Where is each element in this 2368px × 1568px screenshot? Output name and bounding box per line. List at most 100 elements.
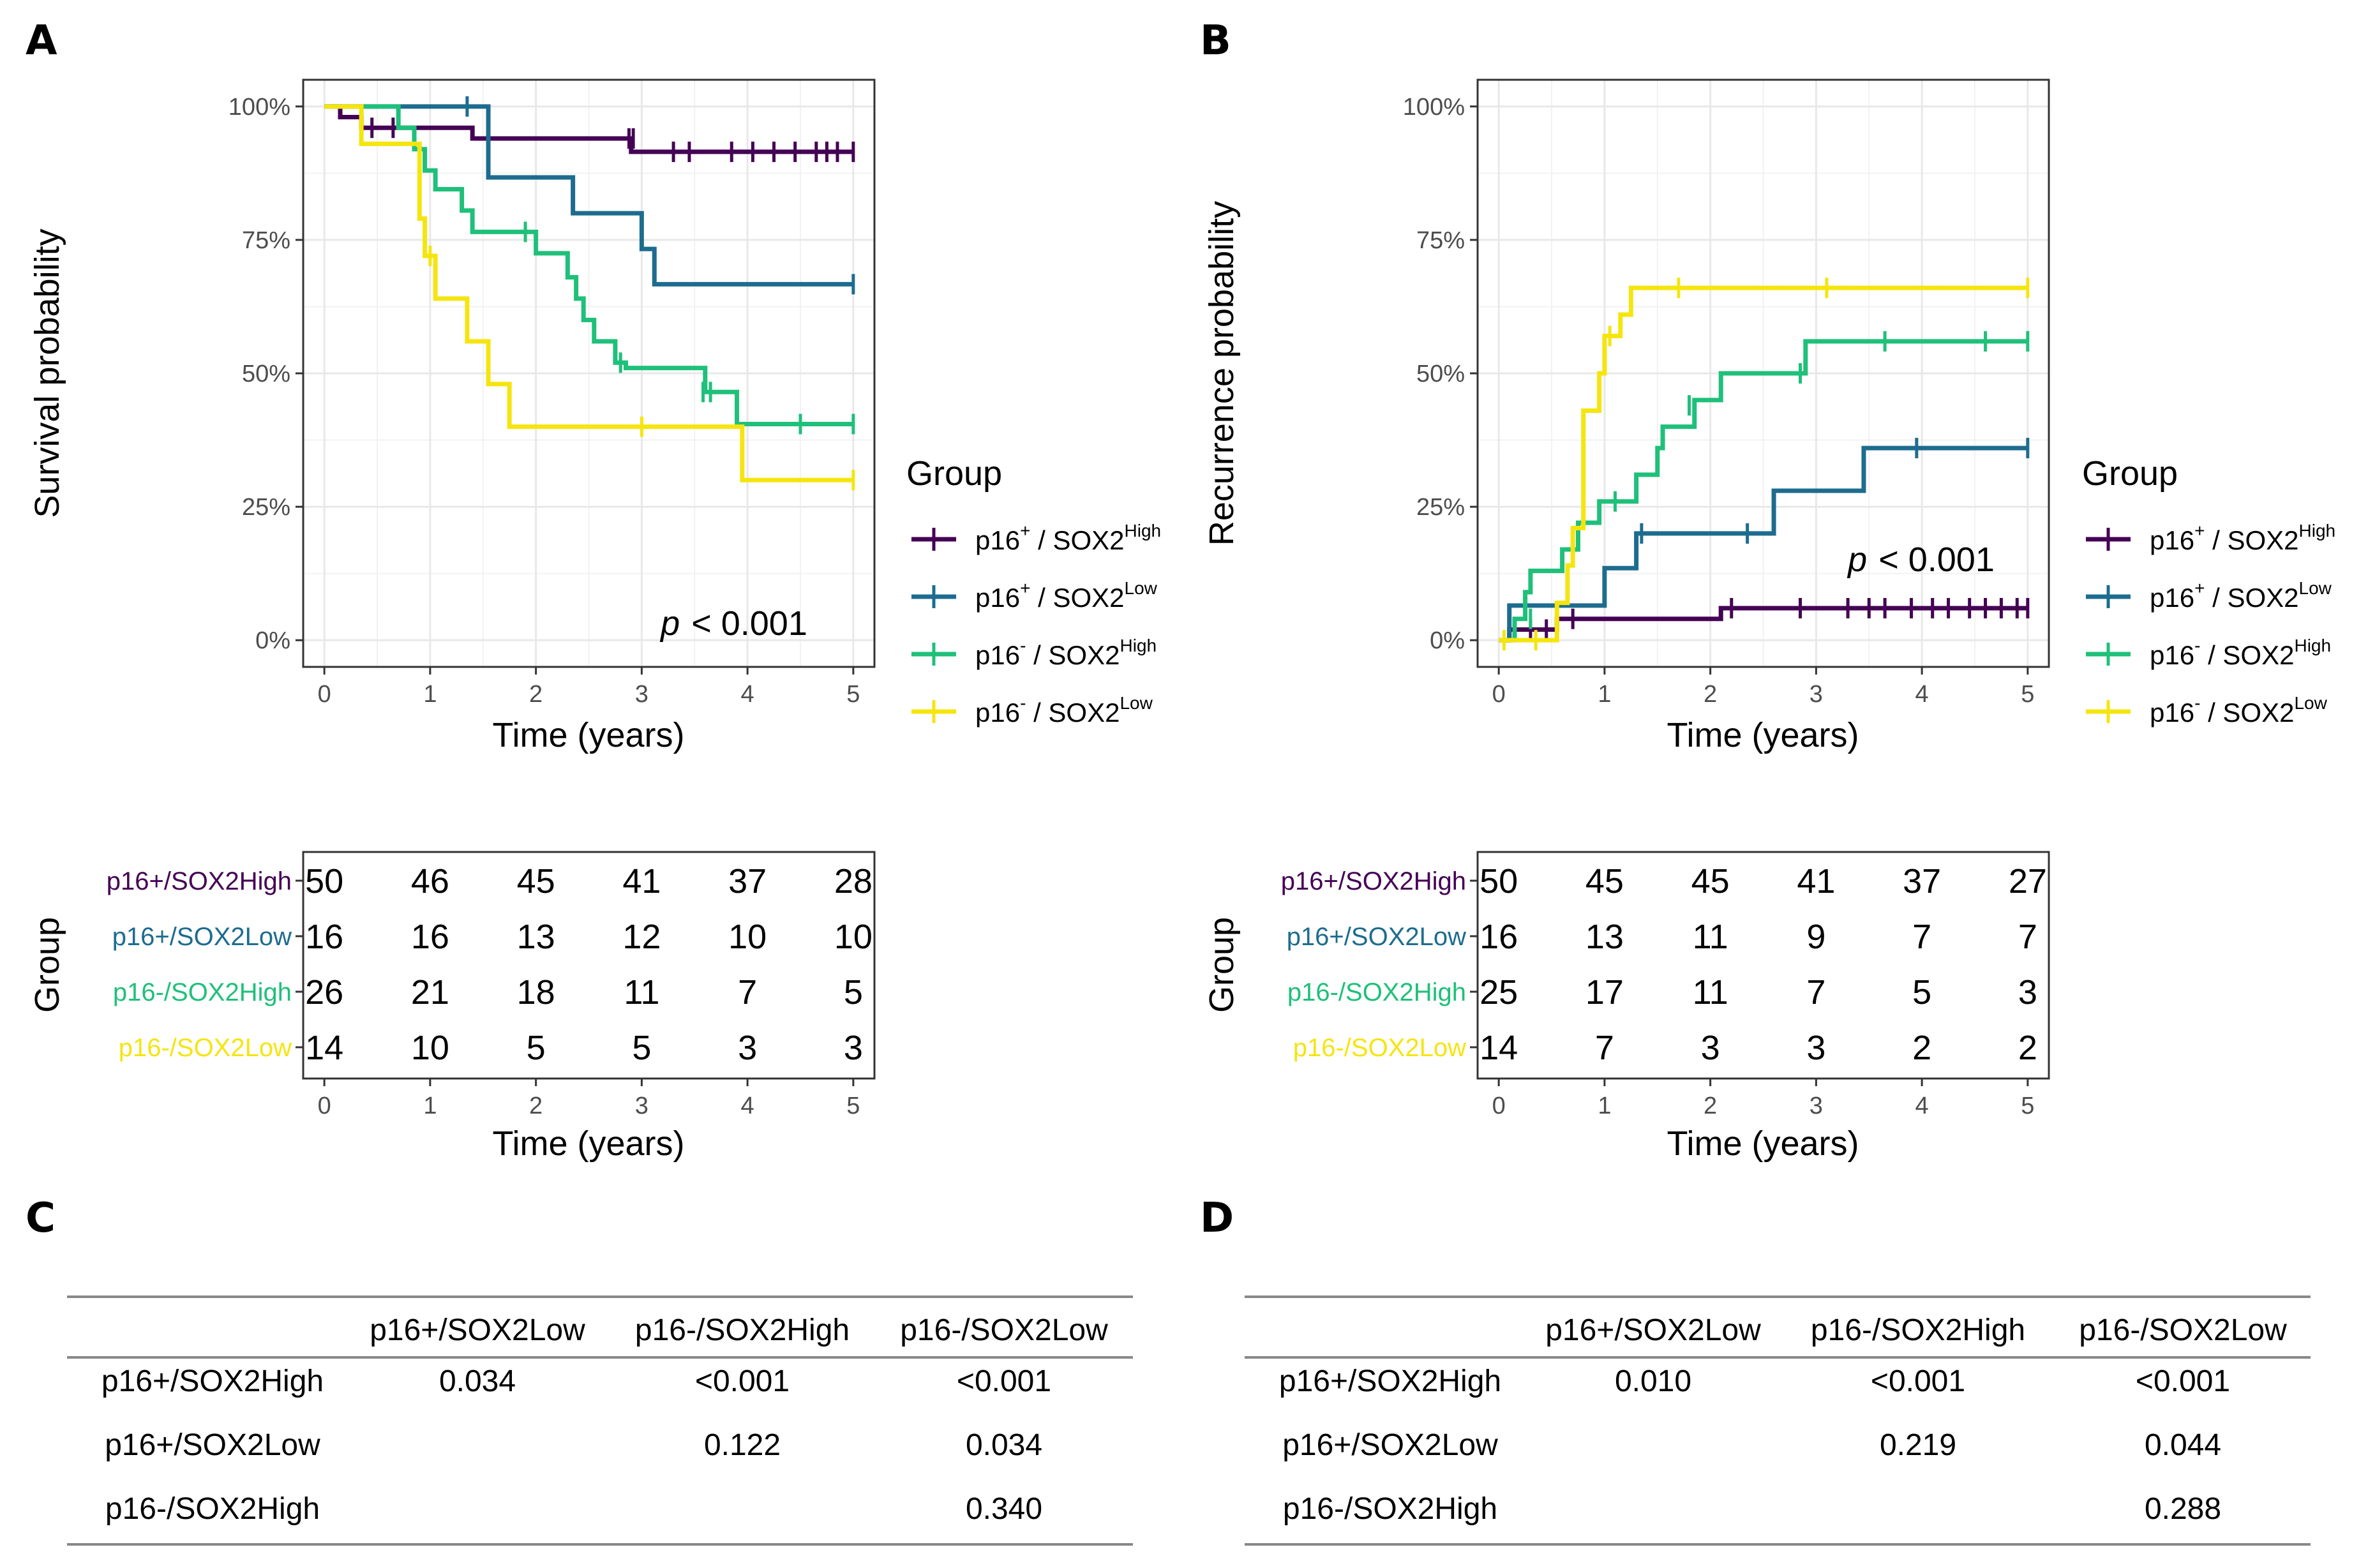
y-tick-label: 75% <box>242 227 290 254</box>
risk-x-tick-label: 2 <box>529 1093 543 1119</box>
risk-count: 10 <box>411 1029 449 1067</box>
risk-row-label: p16+/SOX2High <box>1281 867 1466 895</box>
risk-count: 7 <box>1912 918 1931 956</box>
risk-count: 5 <box>844 973 863 1012</box>
risk-count: 37 <box>728 862 767 900</box>
risk-x-tick-label: 1 <box>423 1093 437 1119</box>
risk-count: 7 <box>738 973 757 1012</box>
pairwise-table-c: p16+/SOX2Low p16-/SOX2High p16-/SOX2Low p16… <box>67 1295 1133 1546</box>
legend-mid: / SOX2 <box>2205 525 2298 555</box>
table-col-header: p16-/SOX2High <box>1811 1313 2025 1347</box>
table-col-header: p16-/SOX2Low <box>2079 1313 2287 1347</box>
x-tick-label: 3 <box>1810 681 1823 708</box>
table-row-label: p16-/SOX2High <box>105 1492 320 1526</box>
legend-pre: p16 <box>2150 640 2194 670</box>
table-col-header: p16-/SOX2High <box>635 1313 850 1347</box>
x-tick-label: 5 <box>846 681 860 708</box>
x-ticks-b: 0 1 2 3 4 5 <box>1492 667 2034 708</box>
legend-sup1: - <box>1020 693 1026 713</box>
table-col-header: p16-/SOX2Low <box>900 1313 1108 1347</box>
series-line <box>324 104 853 426</box>
y-ticks-a: 0% 25% 50% 75% 100% <box>229 94 303 654</box>
risk-count: 3 <box>2018 973 2037 1012</box>
x-tick-label: 2 <box>529 681 543 708</box>
series-line <box>324 104 853 154</box>
legend-sup1: + <box>1020 578 1030 598</box>
legend-entry-label: p16+ / SOX2Low <box>975 578 1158 613</box>
y-tick-label: 75% <box>1416 227 1465 254</box>
legend-sup1: - <box>1020 636 1026 655</box>
legend-title-a: Group <box>906 454 1002 493</box>
table-row-label: p16-/SOX2High <box>1283 1492 1497 1526</box>
risk-count: 46 <box>411 862 449 900</box>
recurrence-plot-b: 0% 25% 50% 75% 100% 0 1 2 3 4 5 Recurrence probab… <box>1203 78 2050 754</box>
legend-sup2: Low <box>1120 693 1153 713</box>
y-tick-label: 100% <box>1403 94 1465 121</box>
table-cell: <0.001 <box>2136 1364 2230 1398</box>
table-row-label: p16+/SOX2Low <box>1282 1428 1498 1462</box>
risk-x-tick-label: 5 <box>846 1093 860 1119</box>
y-axis-title-a: Survival probability <box>28 228 66 518</box>
risk-x-tick-label: 0 <box>318 1093 331 1119</box>
x-tick-label: 1 <box>423 681 437 708</box>
risk-count: 25 <box>1480 973 1518 1012</box>
table-cell: 0.219 <box>1880 1428 1956 1462</box>
legend-mid: / SOX2 <box>1026 698 1120 728</box>
risk-row-label: p16-/SOX2Low <box>1293 1034 1466 1062</box>
y-tick-label: 100% <box>229 94 290 121</box>
x-tick-label: 4 <box>741 681 754 708</box>
legend-pre: p16 <box>975 525 1020 555</box>
legend-sup1: + <box>2194 578 2205 598</box>
risk-x-tick-label: 3 <box>1810 1093 1823 1119</box>
legend-entry-label: p16- / SOX2High <box>975 636 1157 670</box>
legend-sup2: High <box>2294 636 2331 655</box>
risk-x-tick-label: 3 <box>635 1093 648 1119</box>
legend-mid: / SOX2 <box>1026 640 1120 670</box>
legend-sup2: High <box>1125 521 1162 541</box>
legend-entry-label: p16+ / SOX2High <box>975 521 1161 555</box>
risk-x-tick-label: 5 <box>2021 1093 2034 1119</box>
legend-pre: p16 <box>2150 525 2194 555</box>
risk-count: 14 <box>305 1029 343 1067</box>
y-tick-label: 50% <box>1416 361 1465 387</box>
table-row-label: p16+/SOX2Low <box>105 1428 320 1462</box>
risk-count: 7 <box>2018 918 2037 956</box>
curves-a <box>324 96 855 491</box>
table-row-label: p16+/SOX2High <box>101 1364 324 1398</box>
panel-label-a: A <box>26 17 57 64</box>
risk-row-label: p16+/SOX2High <box>107 867 292 895</box>
risk-count: 12 <box>622 918 661 956</box>
risk-count: 37 <box>1903 862 1941 900</box>
risk-table-y-title-a: Group <box>28 917 66 1013</box>
risk-count: 3 <box>1701 1029 1720 1067</box>
risk-row-label: p16-/SOX2Low <box>119 1034 292 1062</box>
risk-x-tick-label: 0 <box>1492 1093 1506 1119</box>
legend-mid: / SOX2 <box>2205 583 2298 613</box>
legend-entry-label: p16- / SOX2Low <box>2150 693 2328 728</box>
risk-count: 3 <box>738 1029 757 1067</box>
risk-count: 18 <box>517 973 555 1012</box>
risk-count: 13 <box>1585 918 1624 956</box>
risk-count: 41 <box>1797 862 1835 900</box>
y-tick-label: 0% <box>1430 627 1465 654</box>
p-value-b-p: p <box>1847 541 1867 579</box>
risk-count: 11 <box>1693 973 1728 1012</box>
risk-table-b: Group Time (years) p16+/SOX2High 50 45 45 41… <box>1203 851 2050 1163</box>
table-cell: 0.340 <box>966 1492 1042 1526</box>
legend-sup2: Low <box>2299 578 2332 598</box>
legend-mid: / SOX2 <box>2200 698 2294 728</box>
panel-label-d: D <box>1200 1195 1234 1242</box>
risk-table-border-b <box>1476 851 2050 1080</box>
series-line <box>1499 445 2028 643</box>
risk-table-x-title-a: Time (years) <box>492 1124 684 1163</box>
risk-count: 5 <box>632 1029 651 1067</box>
p-value-b: p < 0.001 <box>1847 541 1995 579</box>
x-tick-label: 1 <box>1598 681 1611 708</box>
risk-count: 10 <box>728 918 767 956</box>
risk-count: 45 <box>1691 862 1730 900</box>
y-axis-title-b: Recurrence probability <box>1203 201 1241 546</box>
risk-count: 16 <box>305 918 343 956</box>
risk-count: 27 <box>2009 862 2047 900</box>
x-tick-label: 5 <box>2021 681 2034 708</box>
